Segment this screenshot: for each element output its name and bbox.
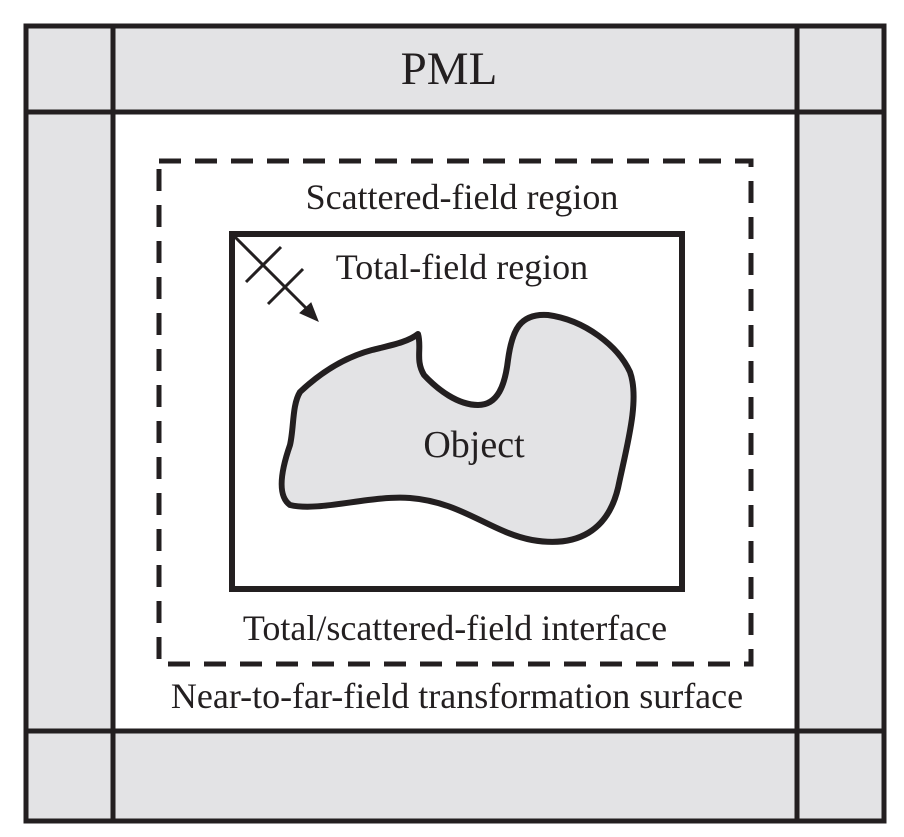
tfsf-interface-boundary xyxy=(229,231,685,592)
wavefront-2 xyxy=(266,267,305,306)
outer-boundary xyxy=(23,23,887,824)
plane-wave-arrow-icon xyxy=(232,234,319,322)
pml-layer xyxy=(26,26,884,821)
wave-arrowhead xyxy=(299,302,319,322)
pml-label: PML xyxy=(401,43,498,95)
interface-label: Total/scattered-field interface xyxy=(243,608,667,648)
scattered-region-label: Scattered-field region xyxy=(306,177,619,217)
pml-bottom xyxy=(26,731,884,821)
wavefront-1 xyxy=(244,245,283,284)
pml-right xyxy=(797,112,884,731)
object-label: Object xyxy=(423,424,525,466)
ntff-surface-label: Near-to-far-field transformation surface xyxy=(171,676,743,716)
object-shape xyxy=(278,311,637,545)
total-region-label: Total-field region xyxy=(336,247,588,287)
wave-direction-line xyxy=(232,234,308,310)
pml-left xyxy=(26,112,113,731)
ntff-surface-boundary xyxy=(156,158,754,667)
pml-top xyxy=(26,26,884,112)
pml-grid xyxy=(23,23,887,824)
